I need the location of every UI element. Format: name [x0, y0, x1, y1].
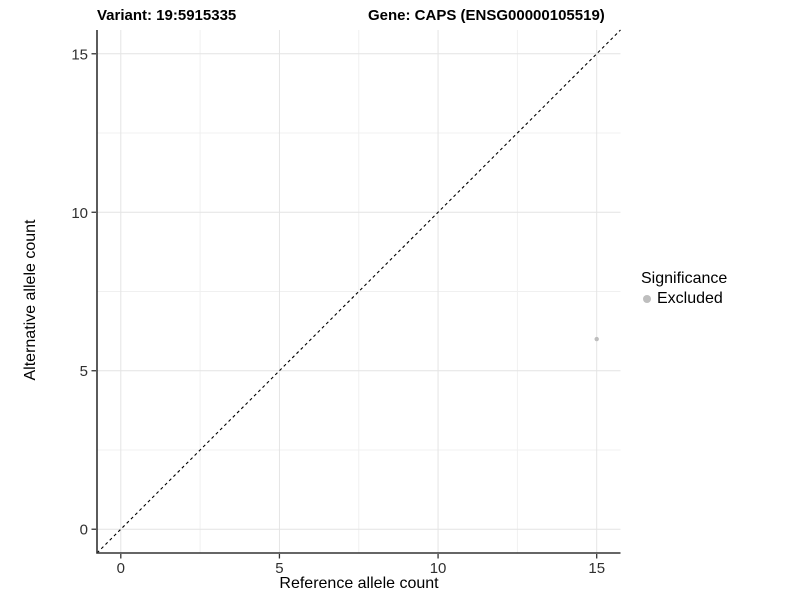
y-tick-label: 0 [80, 522, 88, 539]
y-tick-label: 10 [71, 205, 88, 222]
axis-lines [96, 30, 621, 554]
legend: Significance Excluded [641, 269, 727, 309]
y-axis-title: Alternative allele count [22, 219, 39, 381]
legend-title: Significance [641, 270, 728, 287]
x-tick-label: 10 [430, 560, 447, 577]
y-tick-label: 5 [80, 363, 88, 380]
legend-item-label: Excluded [657, 290, 723, 307]
legend-item-excluded: Excluded [641, 289, 727, 309]
x-tick-label: 5 [275, 560, 283, 577]
x-axis-title: Reference allele count [279, 575, 439, 592]
plot-title-variant: Variant: 19:5915335 [97, 7, 237, 24]
y-tick-label: 15 [71, 46, 88, 63]
x-tick-label: 15 [588, 560, 605, 577]
x-tick-label: 0 [117, 560, 125, 577]
legend-point-icon [643, 295, 651, 303]
data-point [594, 336, 599, 342]
plot-title-gene: Gene: CAPS (ENSG00000105519) [368, 7, 605, 24]
